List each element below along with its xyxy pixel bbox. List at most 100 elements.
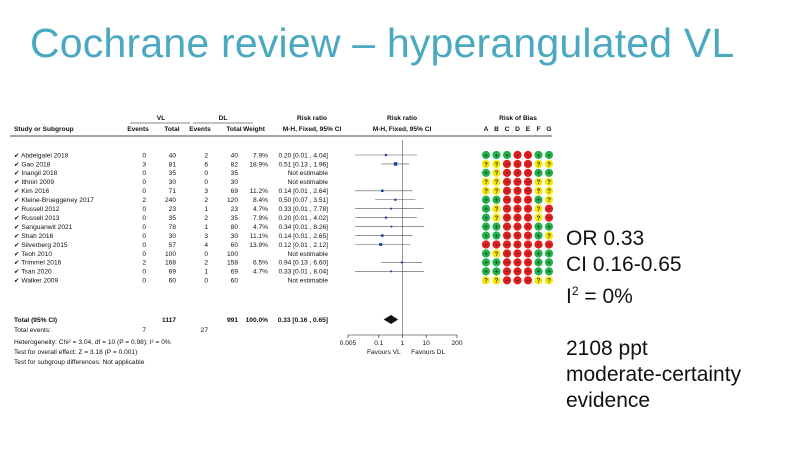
dl-total: 100 — [227, 251, 238, 258]
bias-dot — [534, 240, 543, 249]
x-tick-label: 10 — [423, 340, 431, 347]
bias-symbol: − — [526, 278, 530, 285]
bias-dot — [523, 186, 533, 195]
bias-dot — [481, 168, 491, 177]
header-vl-events: Events — [127, 126, 149, 133]
bias-symbol: − — [526, 242, 530, 249]
bias-domain-D: D — [515, 126, 520, 133]
bias-dot — [492, 177, 501, 186]
bias-dot — [513, 150, 522, 160]
bias-symbol: ? — [495, 278, 499, 285]
bias-symbol: + — [484, 152, 488, 159]
bias-dot — [492, 186, 501, 195]
dl-events: 6 — [204, 161, 208, 168]
bias-symbol: − — [526, 215, 530, 222]
bias-symbol: − — [526, 170, 530, 177]
bias-dot — [481, 159, 491, 169]
bias-symbol: + — [484, 233, 488, 240]
bias-dot — [481, 267, 491, 276]
bias-symbol: ? — [484, 188, 488, 195]
bias-symbol: − — [516, 233, 520, 240]
footer-stat: Test for overall effect: Z = 3.18 (P = 0… — [14, 349, 137, 356]
study-risk-ratio: 0.33 [0.01 , 8.04] — [279, 269, 329, 276]
header-dl-events: Events — [189, 126, 211, 133]
bias-symbol: + — [484, 224, 488, 231]
bias-symbol: − — [516, 242, 520, 249]
bias-dot — [534, 168, 543, 177]
bias-dot — [534, 159, 543, 169]
bias-symbol: − — [505, 188, 509, 195]
study-risk-ratio: 0.12 [0.01 , 2.12] — [279, 242, 329, 249]
participant-count: 2108 ppt — [566, 337, 648, 360]
point-estimate — [400, 261, 403, 264]
study-risk-ratio: Not estimable — [288, 170, 329, 177]
bias-dot — [523, 276, 533, 285]
bias-dot — [544, 213, 554, 222]
dl-events: 2 — [204, 215, 208, 222]
bias-dot — [513, 204, 522, 213]
bias-dot — [513, 276, 522, 285]
bias-symbol: + — [537, 251, 541, 258]
bias-dot — [513, 195, 522, 204]
bias-dot — [492, 159, 501, 169]
bias-dot — [492, 258, 501, 267]
study-weight: 8.4% — [253, 197, 268, 204]
vl-events: 0 — [142, 251, 146, 258]
bias-symbol: ? — [547, 197, 551, 204]
bias-symbol: + — [537, 269, 541, 276]
dl-total: 60 — [231, 278, 239, 285]
bias-dot — [481, 240, 491, 249]
bias-symbol: − — [516, 161, 520, 168]
vl-events: 0 — [142, 233, 146, 240]
total-events-label: Total events: — [14, 327, 51, 334]
vl-total: 35 — [169, 170, 177, 177]
bias-symbol: − — [547, 242, 551, 249]
bias-symbol: ? — [547, 233, 551, 240]
point-estimate — [390, 225, 393, 228]
dl-events: 0 — [204, 179, 208, 186]
dl-events: 2 — [204, 260, 208, 267]
bias-dot — [502, 249, 512, 258]
bias-symbol: − — [526, 206, 530, 213]
vl-events: 0 — [142, 170, 146, 177]
bias-dot — [502, 267, 512, 276]
bias-symbol: − — [526, 188, 530, 195]
bias-symbol: + — [547, 269, 551, 276]
bias-dot — [513, 240, 522, 249]
study-weight: 4.7% — [253, 206, 268, 213]
bias-dot — [513, 258, 522, 267]
bias-dot — [534, 150, 543, 160]
bias-dot — [492, 195, 501, 204]
footer-stat: Test for subgroup differences: Not appli… — [14, 359, 145, 366]
bias-dot — [534, 231, 543, 240]
bias-dot — [513, 231, 522, 240]
header-rr: Risk ratio — [297, 115, 327, 122]
header-rr-method: M-H, Fixed, 95% CI — [283, 126, 342, 133]
bias-symbol: − — [516, 215, 520, 222]
bias-dot — [534, 267, 543, 276]
bias-dot — [513, 222, 522, 231]
bias-symbol: + — [537, 224, 541, 231]
point-estimate — [393, 162, 398, 166]
bias-symbol: ? — [495, 251, 499, 258]
bias-symbol: + — [484, 260, 488, 267]
bias-dot — [523, 168, 533, 177]
bias-symbol: ? — [547, 161, 551, 168]
study-weight: 7.9% — [253, 152, 268, 159]
study-name: ✔ Teoh 2010 — [14, 251, 52, 258]
bias-dot — [481, 186, 491, 195]
bias-dot — [523, 240, 533, 249]
bias-symbol: + — [495, 224, 499, 231]
bias-symbol: + — [547, 170, 551, 177]
bias-symbol: − — [505, 278, 509, 285]
study-risk-ratio: 0.20 [0.01 , 4.04] — [279, 152, 329, 159]
heterogeneity-i2: I2 = 0% — [566, 284, 633, 308]
bias-symbol: − — [516, 269, 520, 276]
total-weight: 100.0% — [246, 317, 269, 324]
bias-dot — [544, 258, 554, 267]
study-risk-ratio: 0.33 [0.01 , 7.78] — [279, 206, 329, 213]
bias-symbol: + — [495, 197, 499, 204]
bias-dot — [481, 276, 491, 285]
bias-dot — [534, 222, 543, 231]
header-dl: DL — [219, 115, 228, 122]
